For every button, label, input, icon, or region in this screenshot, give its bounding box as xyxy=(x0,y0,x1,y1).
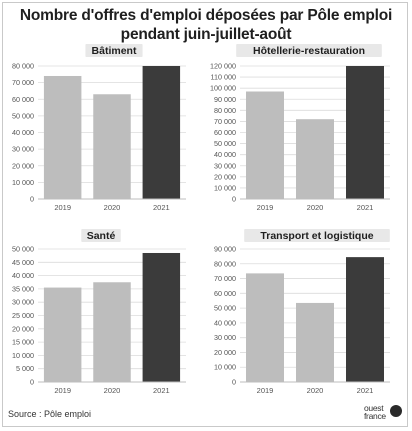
y-tick-label: 20 000 xyxy=(214,348,236,357)
y-tick-label: 20 000 xyxy=(12,324,34,333)
y-tick-label: 80 000 xyxy=(214,106,236,115)
x-tick-label: 2021 xyxy=(153,386,170,395)
y-tick-label: 40 000 xyxy=(214,150,236,159)
bar-2019 xyxy=(246,91,284,199)
y-tick-label: 50 000 xyxy=(214,304,236,313)
y-tick-label: 45 000 xyxy=(12,258,34,267)
y-tick-label: 100 000 xyxy=(210,84,236,93)
subchart-title: Bâtiment xyxy=(92,45,137,57)
subchart-4: Transport et logistique 0 10 000 20 000 30 0… xyxy=(214,229,390,395)
y-tick-label: 10 000 xyxy=(12,178,34,187)
bar-2020 xyxy=(296,302,334,382)
y-tick-label: 15 000 xyxy=(12,338,34,347)
bar-2021 xyxy=(346,66,384,199)
x-tick-label: 2019 xyxy=(257,386,274,395)
x-tick-label: 2019 xyxy=(54,386,71,395)
bar-2021 xyxy=(346,257,384,382)
bar-2021 xyxy=(142,66,181,199)
x-tick-label: 2019 xyxy=(54,203,71,212)
subchart-1: Bâtiment 0 10 000 20 000 30 000 40 000 50 000 6… xyxy=(12,44,186,212)
x-tick-label: 2020 xyxy=(104,203,121,212)
subchart-2: Hôtellerie-restauration 0 10 000 20 000 30 0… xyxy=(210,44,390,212)
y-tick-label: 0 xyxy=(30,378,34,387)
y-tick-label: 30 000 xyxy=(214,161,236,170)
y-tick-label: 10 000 xyxy=(214,183,236,192)
subchart-title: Santé xyxy=(87,230,116,242)
y-tick-label: 120 000 xyxy=(210,62,236,71)
y-tick-label: 70 000 xyxy=(12,78,34,87)
y-tick-label: 50 000 xyxy=(12,111,34,120)
subchart-title-bg xyxy=(236,44,382,57)
y-tick-label: 80 000 xyxy=(214,259,236,268)
ouest-france-logo: ouest france xyxy=(364,403,402,423)
y-tick-label: 60 000 xyxy=(12,95,34,104)
y-tick-label: 10 000 xyxy=(214,363,236,372)
subchart-title: Hôtellerie-restauration xyxy=(253,45,365,57)
y-tick-label: 30 000 xyxy=(12,145,34,154)
y-tick-label: 110 000 xyxy=(211,73,236,82)
chart-title: Nombre d'offres d'emploi déposées par Pô… xyxy=(19,7,393,43)
bar-2021 xyxy=(142,252,181,382)
y-tick-label: 40 000 xyxy=(12,128,34,137)
y-tick-label: 90 000 xyxy=(214,95,236,104)
y-tick-label: 50 000 xyxy=(12,245,34,254)
y-tick-label: 20 000 xyxy=(214,172,236,181)
subchart-title: Transport et logistique xyxy=(260,230,373,242)
x-tick-label: 2019 xyxy=(257,203,274,212)
y-tick-label: 90 000 xyxy=(214,245,236,254)
y-tick-label: 10 000 xyxy=(12,351,34,360)
y-tick-label: 0 xyxy=(232,378,236,387)
logo-disc-icon xyxy=(390,405,402,417)
y-tick-label: 50 000 xyxy=(214,139,236,148)
bar-2019 xyxy=(43,287,82,382)
y-tick-label: 70 000 xyxy=(214,274,236,283)
subchart-title-bg xyxy=(244,229,390,242)
subchart-title-bg xyxy=(81,229,121,242)
logo-wordmark: ouest france xyxy=(364,403,386,421)
bar-2019 xyxy=(43,75,82,199)
y-tick-label: 80 000 xyxy=(12,62,34,71)
y-tick-label: 25 000 xyxy=(12,311,34,320)
x-tick-label: 2021 xyxy=(153,203,170,212)
bar-2019 xyxy=(246,273,284,382)
x-tick-label: 2021 xyxy=(357,386,374,395)
y-tick-label: 0 xyxy=(30,195,34,204)
y-tick-label: 70 000 xyxy=(214,117,236,126)
y-tick-label: 20 000 xyxy=(12,161,34,170)
bar-2020 xyxy=(93,94,131,199)
y-tick-label: 35 000 xyxy=(12,284,34,293)
x-tick-label: 2021 xyxy=(357,203,374,212)
y-tick-label: 0 xyxy=(232,195,236,204)
subchart-title-bg xyxy=(85,44,143,57)
y-tick-label: 30 000 xyxy=(214,333,236,342)
subchart-3: Santé 0 5 000 10 000 15 000 20 000 25 000 30 00… xyxy=(12,229,186,395)
y-tick-label: 60 000 xyxy=(214,289,236,298)
source-note: Source : Pôle emploi xyxy=(8,409,92,419)
y-tick-label: 60 000 xyxy=(214,128,236,137)
x-tick-label: 2020 xyxy=(307,203,324,212)
x-tick-label: 2020 xyxy=(104,386,121,395)
y-tick-label: 40 000 xyxy=(12,271,34,280)
y-tick-label: 30 000 xyxy=(12,298,34,307)
bar-2020 xyxy=(296,119,334,199)
bar-2020 xyxy=(93,282,131,382)
y-tick-label: 40 000 xyxy=(214,318,236,327)
x-tick-label: 2020 xyxy=(307,386,324,395)
y-tick-label: 5 000 xyxy=(16,364,34,373)
